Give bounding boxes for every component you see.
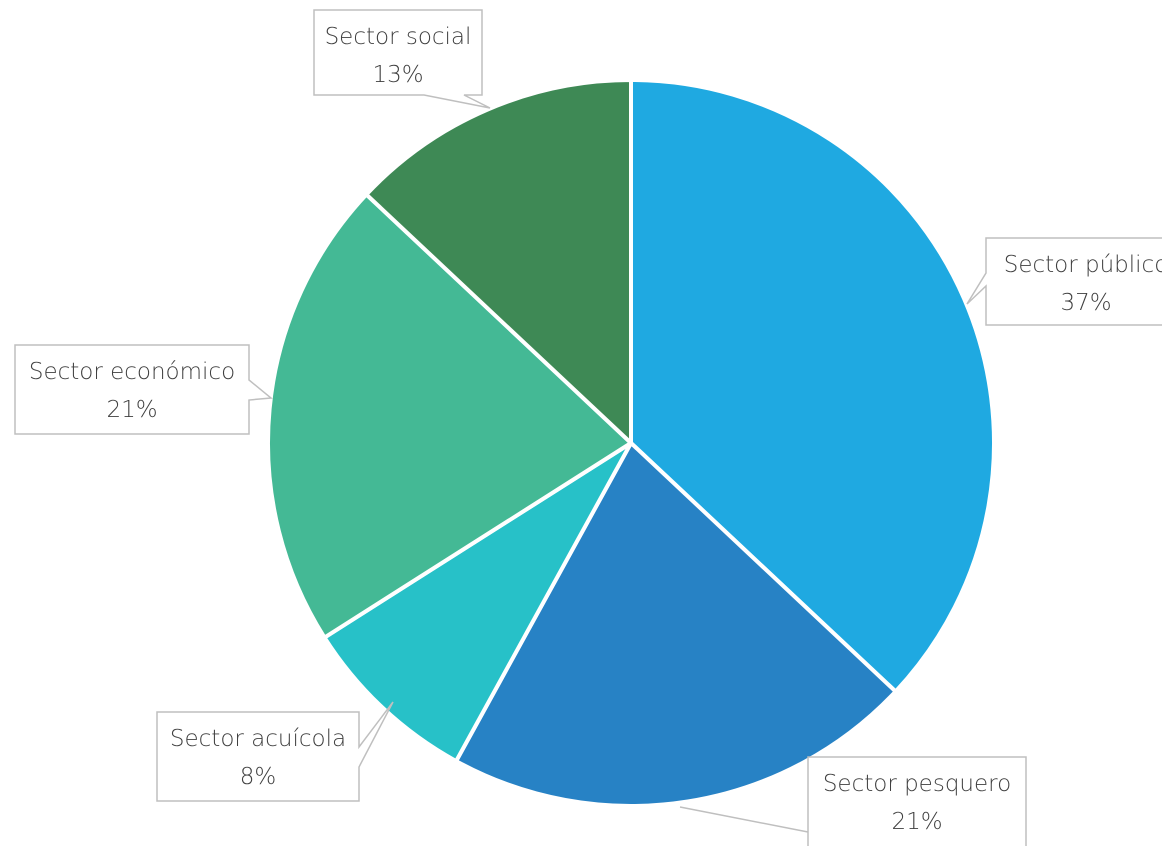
slice-percent-label: 37% <box>1060 290 1111 316</box>
leader-line <box>679 806 809 833</box>
data-label-box <box>807 756 1027 846</box>
slice-category-label: Sector social <box>325 24 472 50</box>
data-label-box <box>966 237 1162 326</box>
data-label-sector-pesquero: Sector pesquero 21% <box>807 756 1027 846</box>
slice-percent-label: 13% <box>372 62 423 88</box>
slice-category-label: Sector pesquero <box>823 771 1011 797</box>
slice-category-label: Sector acuícola <box>170 726 346 752</box>
pie-slice-sector-publico <box>629 78 996 694</box>
pie-slice-sector-acuicola <box>322 441 633 764</box>
pie-slice-sector-social <box>364 78 633 445</box>
slice-percent-label: 21% <box>891 809 942 835</box>
leader-lines-layer <box>679 806 809 833</box>
data-label-box <box>156 701 394 802</box>
slice-percent-label: 8% <box>240 764 277 790</box>
slices-layer <box>266 78 996 808</box>
data-label-sector-social: Sector social 13% <box>313 9 491 109</box>
data-label-box <box>14 344 273 435</box>
data-label-sector-economico: Sector económico 21% <box>14 344 273 435</box>
pie-slice-sector-pesquero <box>454 441 898 808</box>
pie-slice-sector-economico <box>266 192 633 640</box>
slice-category-label: Sector económico <box>29 359 235 385</box>
data-label-sector-acuicola: Sector acuícola 8% <box>156 701 394 802</box>
slice-category-label: Sector público <box>1004 252 1162 278</box>
data-label-sector-publico: Sector público 37% <box>966 237 1162 326</box>
slice-percent-label: 21% <box>106 397 157 423</box>
data-label-box <box>313 9 491 109</box>
